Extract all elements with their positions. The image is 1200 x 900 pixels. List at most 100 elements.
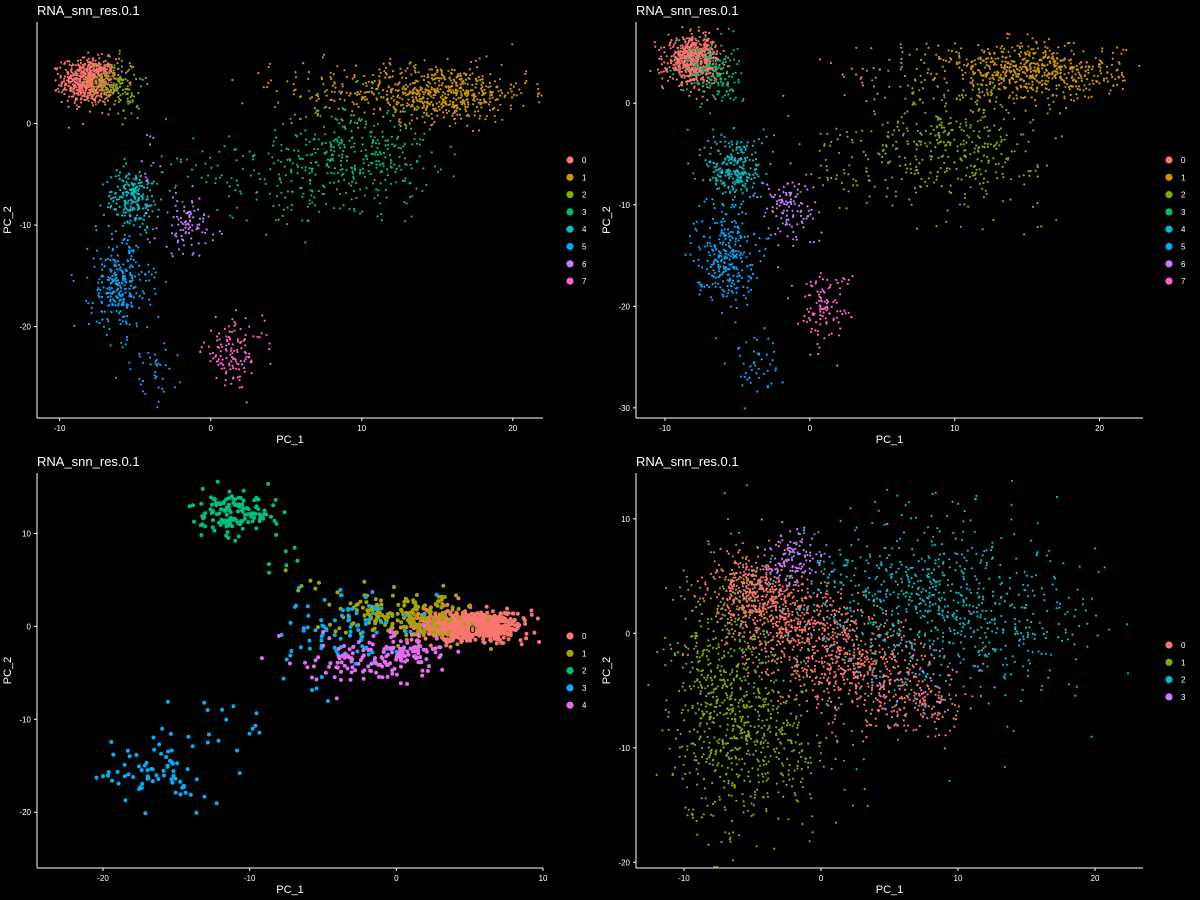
- data-point: [983, 50, 986, 53]
- data-point: [148, 204, 151, 207]
- data-point: [980, 160, 983, 163]
- data-point: [1031, 83, 1034, 86]
- data-point: [447, 85, 450, 88]
- data-point: [79, 61, 82, 64]
- data-point: [921, 87, 925, 90]
- data-point: [117, 213, 120, 216]
- data-point: [1023, 85, 1026, 88]
- data-point: [339, 159, 342, 163]
- data-point: [361, 136, 364, 139]
- data-point: [122, 180, 125, 183]
- data-point: [352, 114, 355, 117]
- data-point: [864, 154, 867, 157]
- data-point: [57, 90, 60, 93]
- data-point: [436, 69, 439, 72]
- data-point: [881, 144, 885, 147]
- data-point: [296, 163, 299, 166]
- data-point: [953, 42, 957, 45]
- data-point: [434, 73, 437, 76]
- data-point: [729, 59, 732, 62]
- data-point: [469, 60, 473, 64]
- data-point: [691, 48, 695, 51]
- data-point: [118, 49, 121, 52]
- data-point: [404, 127, 408, 130]
- data-point: [277, 101, 280, 104]
- data-point: [342, 172, 345, 175]
- data-point: [1022, 79, 1025, 82]
- data-point: [696, 49, 699, 52]
- data-point: [363, 91, 366, 94]
- data-point: [480, 106, 483, 109]
- data-point: [113, 290, 116, 293]
- data-point: [150, 164, 153, 167]
- data-point: [985, 84, 988, 87]
- data-point: [107, 320, 110, 323]
- data-point: [90, 69, 93, 73]
- data-point: [1030, 96, 1033, 99]
- data-point: [333, 172, 336, 175]
- data-point: [124, 291, 127, 294]
- data-point: [464, 93, 467, 96]
- data-point: [179, 216, 183, 219]
- data-point: [88, 60, 91, 64]
- data-point: [436, 76, 439, 80]
- data-point: [397, 82, 400, 85]
- data-point: [238, 368, 241, 371]
- data-point: [1047, 80, 1050, 83]
- data-point: [981, 187, 984, 190]
- data-point: [718, 187, 721, 190]
- data-point: [119, 294, 122, 297]
- data-point: [240, 347, 243, 350]
- data-point: [384, 188, 387, 192]
- data-point: [297, 155, 300, 158]
- data-point: [459, 74, 462, 77]
- data-point: [959, 143, 962, 146]
- y-tick-label: -10: [19, 221, 31, 230]
- data-point: [1032, 88, 1035, 91]
- data-point: [899, 43, 902, 46]
- data-point: [92, 75, 95, 78]
- data-point: [509, 87, 512, 90]
- data-point: [98, 63, 101, 66]
- data-point: [146, 326, 149, 329]
- data-point: [536, 95, 539, 98]
- data-point: [1048, 103, 1051, 106]
- data-point: [112, 290, 115, 293]
- data-point: [925, 145, 928, 148]
- data-point: [402, 92, 405, 96]
- data-point: [1010, 70, 1013, 73]
- data-point: [1026, 50, 1029, 53]
- data-point: [1056, 72, 1059, 75]
- data-point: [388, 103, 392, 107]
- data-point: [672, 43, 676, 46]
- data-point: [756, 173, 759, 176]
- data-point: [97, 91, 100, 94]
- data-point: [86, 64, 90, 67]
- data-point: [378, 142, 381, 145]
- data-point: [483, 101, 486, 104]
- data-point: [96, 288, 99, 291]
- data-point: [1008, 81, 1011, 85]
- data-point: [913, 140, 916, 143]
- data-point: [234, 309, 237, 312]
- data-point: [741, 184, 745, 187]
- data-point: [1024, 150, 1027, 153]
- data-point: [729, 97, 732, 100]
- data-point: [691, 69, 694, 72]
- data-point: [102, 72, 105, 75]
- scatter-panel-2: RNA_snn_res.0.10 3-10 0 10 20-30-20-100PC_1P…: [601, 3, 1186, 446]
- data-point: [692, 67, 696, 70]
- data-point: [338, 90, 341, 93]
- data-point: [403, 157, 407, 160]
- data-point: [181, 200, 184, 203]
- data-point: [109, 75, 112, 78]
- data-point: [908, 53, 911, 56]
- data-point: [1045, 164, 1048, 167]
- data-point: [392, 70, 395, 73]
- data-point: [138, 377, 141, 380]
- data-point: [704, 34, 707, 37]
- data-point: [419, 88, 423, 91]
- data-point: [56, 72, 59, 75]
- data-point: [390, 89, 393, 92]
- data-point: [287, 148, 290, 151]
